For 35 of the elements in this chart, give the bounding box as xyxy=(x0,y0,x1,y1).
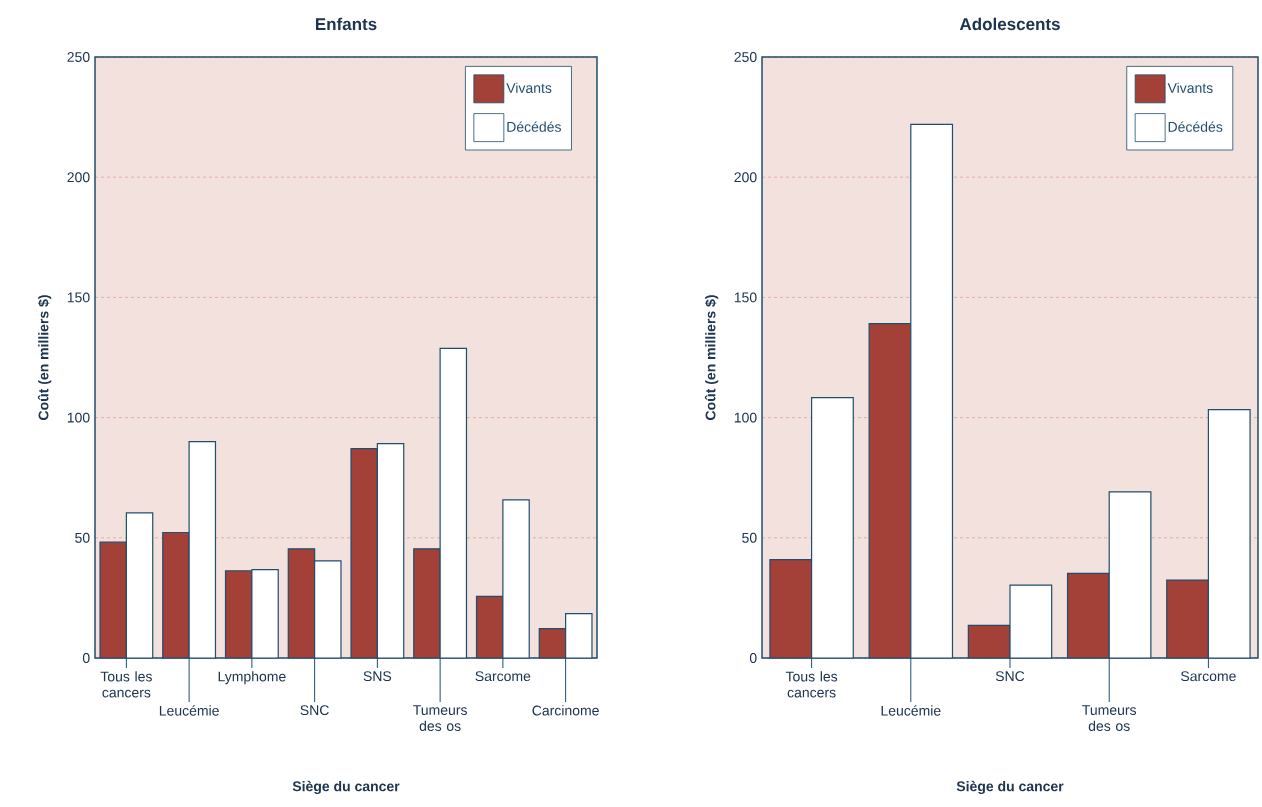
y-tick-label: 250 xyxy=(734,52,757,62)
x-tick-label: Tous les cancers xyxy=(100,671,152,698)
y-axis-title: Coût (en milliers $) xyxy=(704,295,719,420)
x-tick-label: SNS xyxy=(363,671,392,682)
legend-label: Vivants xyxy=(506,82,552,93)
x-tick-label: Leucémie xyxy=(159,705,219,716)
y-tick-label: 0 xyxy=(749,653,757,663)
x-tick-label: Tous les cancers xyxy=(785,671,838,698)
x-tick-label: Carcinome xyxy=(532,705,599,716)
x-tick-label: Sarcome xyxy=(475,671,531,682)
chart-title: Enfants xyxy=(315,17,377,31)
legend-label: Décédés xyxy=(1168,121,1223,132)
y-tick-label: 50 xyxy=(75,532,90,543)
x-axis-title: Siège du cancer xyxy=(292,780,400,795)
x-tick-label: Sarcome xyxy=(1181,671,1236,682)
chart-title: Adolescents xyxy=(959,17,1060,31)
x-tick-label: Tumeurs des os xyxy=(413,705,467,731)
y-tick-label: 150 xyxy=(67,292,90,303)
x-tick-label: SNC xyxy=(300,705,329,716)
y-axis-title: Coût (en milliers $) xyxy=(37,295,52,420)
x-tick-label: SNC xyxy=(995,671,1025,682)
y-tick-label: 100 xyxy=(734,412,757,423)
legend-label: Décédés xyxy=(507,121,561,132)
y-tick-label: 250 xyxy=(67,52,90,62)
x-tick-label: Tumeurs des os xyxy=(1082,705,1137,731)
x-tick-label: Lymphome xyxy=(218,671,286,685)
legend-label: Vivants xyxy=(1167,82,1213,93)
y-tick-label: 200 xyxy=(67,172,90,183)
y-tick-label: 100 xyxy=(67,412,90,423)
x-tick-label: Leucémie xyxy=(881,705,941,716)
y-tick-label: 150 xyxy=(734,292,757,303)
x-axis-title: Siège du cancer xyxy=(956,780,1064,795)
y-tick-label: 200 xyxy=(734,172,757,183)
y-tick-label: 50 xyxy=(742,532,757,543)
y-tick-label: 0 xyxy=(82,653,90,663)
